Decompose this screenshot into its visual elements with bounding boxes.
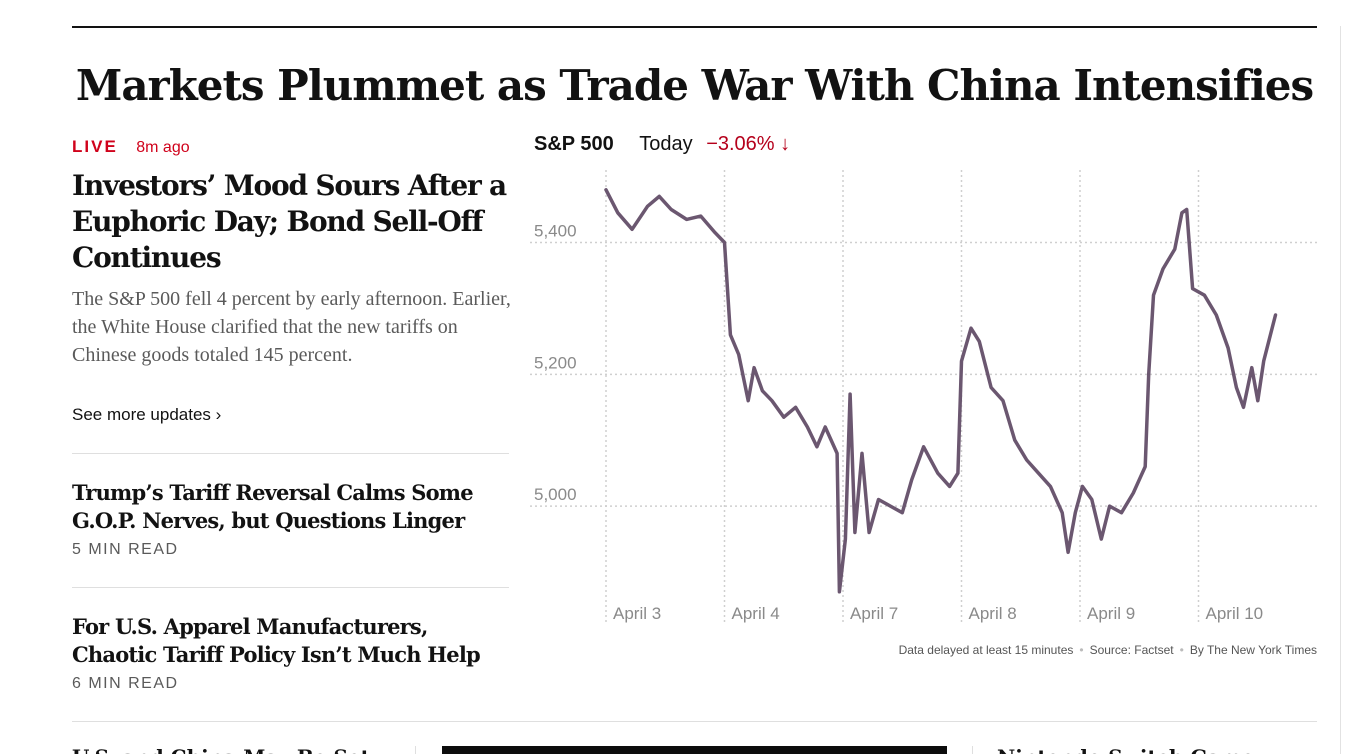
see-more-updates-link[interactable]: See more updates › [72, 405, 222, 424]
read-time-label: 5 MIN READ [72, 541, 179, 558]
cut-off-media-thumbnail[interactable] [442, 746, 947, 754]
cut-off-story-title-right[interactable]: Nintendo Switch Game Console [997, 744, 1327, 754]
chart-header: S&P 500 Today −3.06% ↓ [534, 133, 790, 156]
column-rule [415, 746, 416, 754]
section-bottom-rule [72, 721, 1317, 722]
x-tick-label: April 4 [732, 604, 780, 623]
x-tick-label: April 10 [1206, 604, 1264, 623]
chart-footnotes: Data delayed at least 15 minutes • Source:… [899, 643, 1317, 657]
note-separator-dot: • [1179, 643, 1184, 657]
live-status: LIVE 8m ago [72, 137, 190, 157]
y-tick-label: 5,400 [534, 222, 577, 241]
chart-note-byline: By The New York Times [1189, 643, 1317, 657]
y-tick-label: 5,200 [534, 353, 577, 372]
page-headline[interactable]: Markets Plummet as Trade War With China … [75, 61, 1314, 110]
live-timestamp: 8m ago [136, 139, 190, 156]
note-separator-dot: • [1079, 643, 1084, 657]
sp500-line-chart[interactable]: 5,000 5,200 5,400 April 3 April 4 April 7 Apri… [530, 165, 1320, 630]
y-tick-label: 5,000 [534, 485, 577, 504]
x-tick-label: April 8 [969, 604, 1017, 623]
x-tick-label: April 7 [850, 604, 898, 623]
story-divider [72, 453, 509, 454]
story-title-apparel[interactable]: For U.S. Apparel Manufacturers, Chaotic … [72, 614, 481, 667]
read-time-label: 6 MIN READ [72, 675, 179, 692]
x-tick-label: April 9 [1087, 604, 1135, 623]
chart-note-delay: Data delayed at least 15 minutes [898, 643, 1074, 657]
sp500-series-line [604, 188, 1278, 594]
column-rule [972, 746, 973, 754]
chart-index-name: S&P 500 [534, 133, 614, 155]
x-tick-label: April 3 [613, 604, 661, 623]
page-edge-rule [1340, 26, 1341, 754]
story-title-gop[interactable]: Trump’s Tariff Reversal Calms Some G.O.P… [72, 480, 474, 533]
chart-change-value: −3.06% ↓ [706, 133, 791, 155]
top-rule [72, 26, 1317, 28]
story-divider [72, 587, 509, 588]
chart-period-label: Today [639, 133, 693, 155]
live-badge: LIVE [72, 137, 118, 156]
cut-off-story-title-left[interactable]: U.S. and China May Be Set [72, 744, 402, 754]
lead-story-title[interactable]: Investors’ Mood Sours After a Euphoric D… [72, 169, 507, 274]
chart-note-source: Source: Factset [1089, 643, 1174, 657]
lead-story-summary[interactable]: The S&P 500 fell 4 percent by early afte… [72, 288, 511, 366]
